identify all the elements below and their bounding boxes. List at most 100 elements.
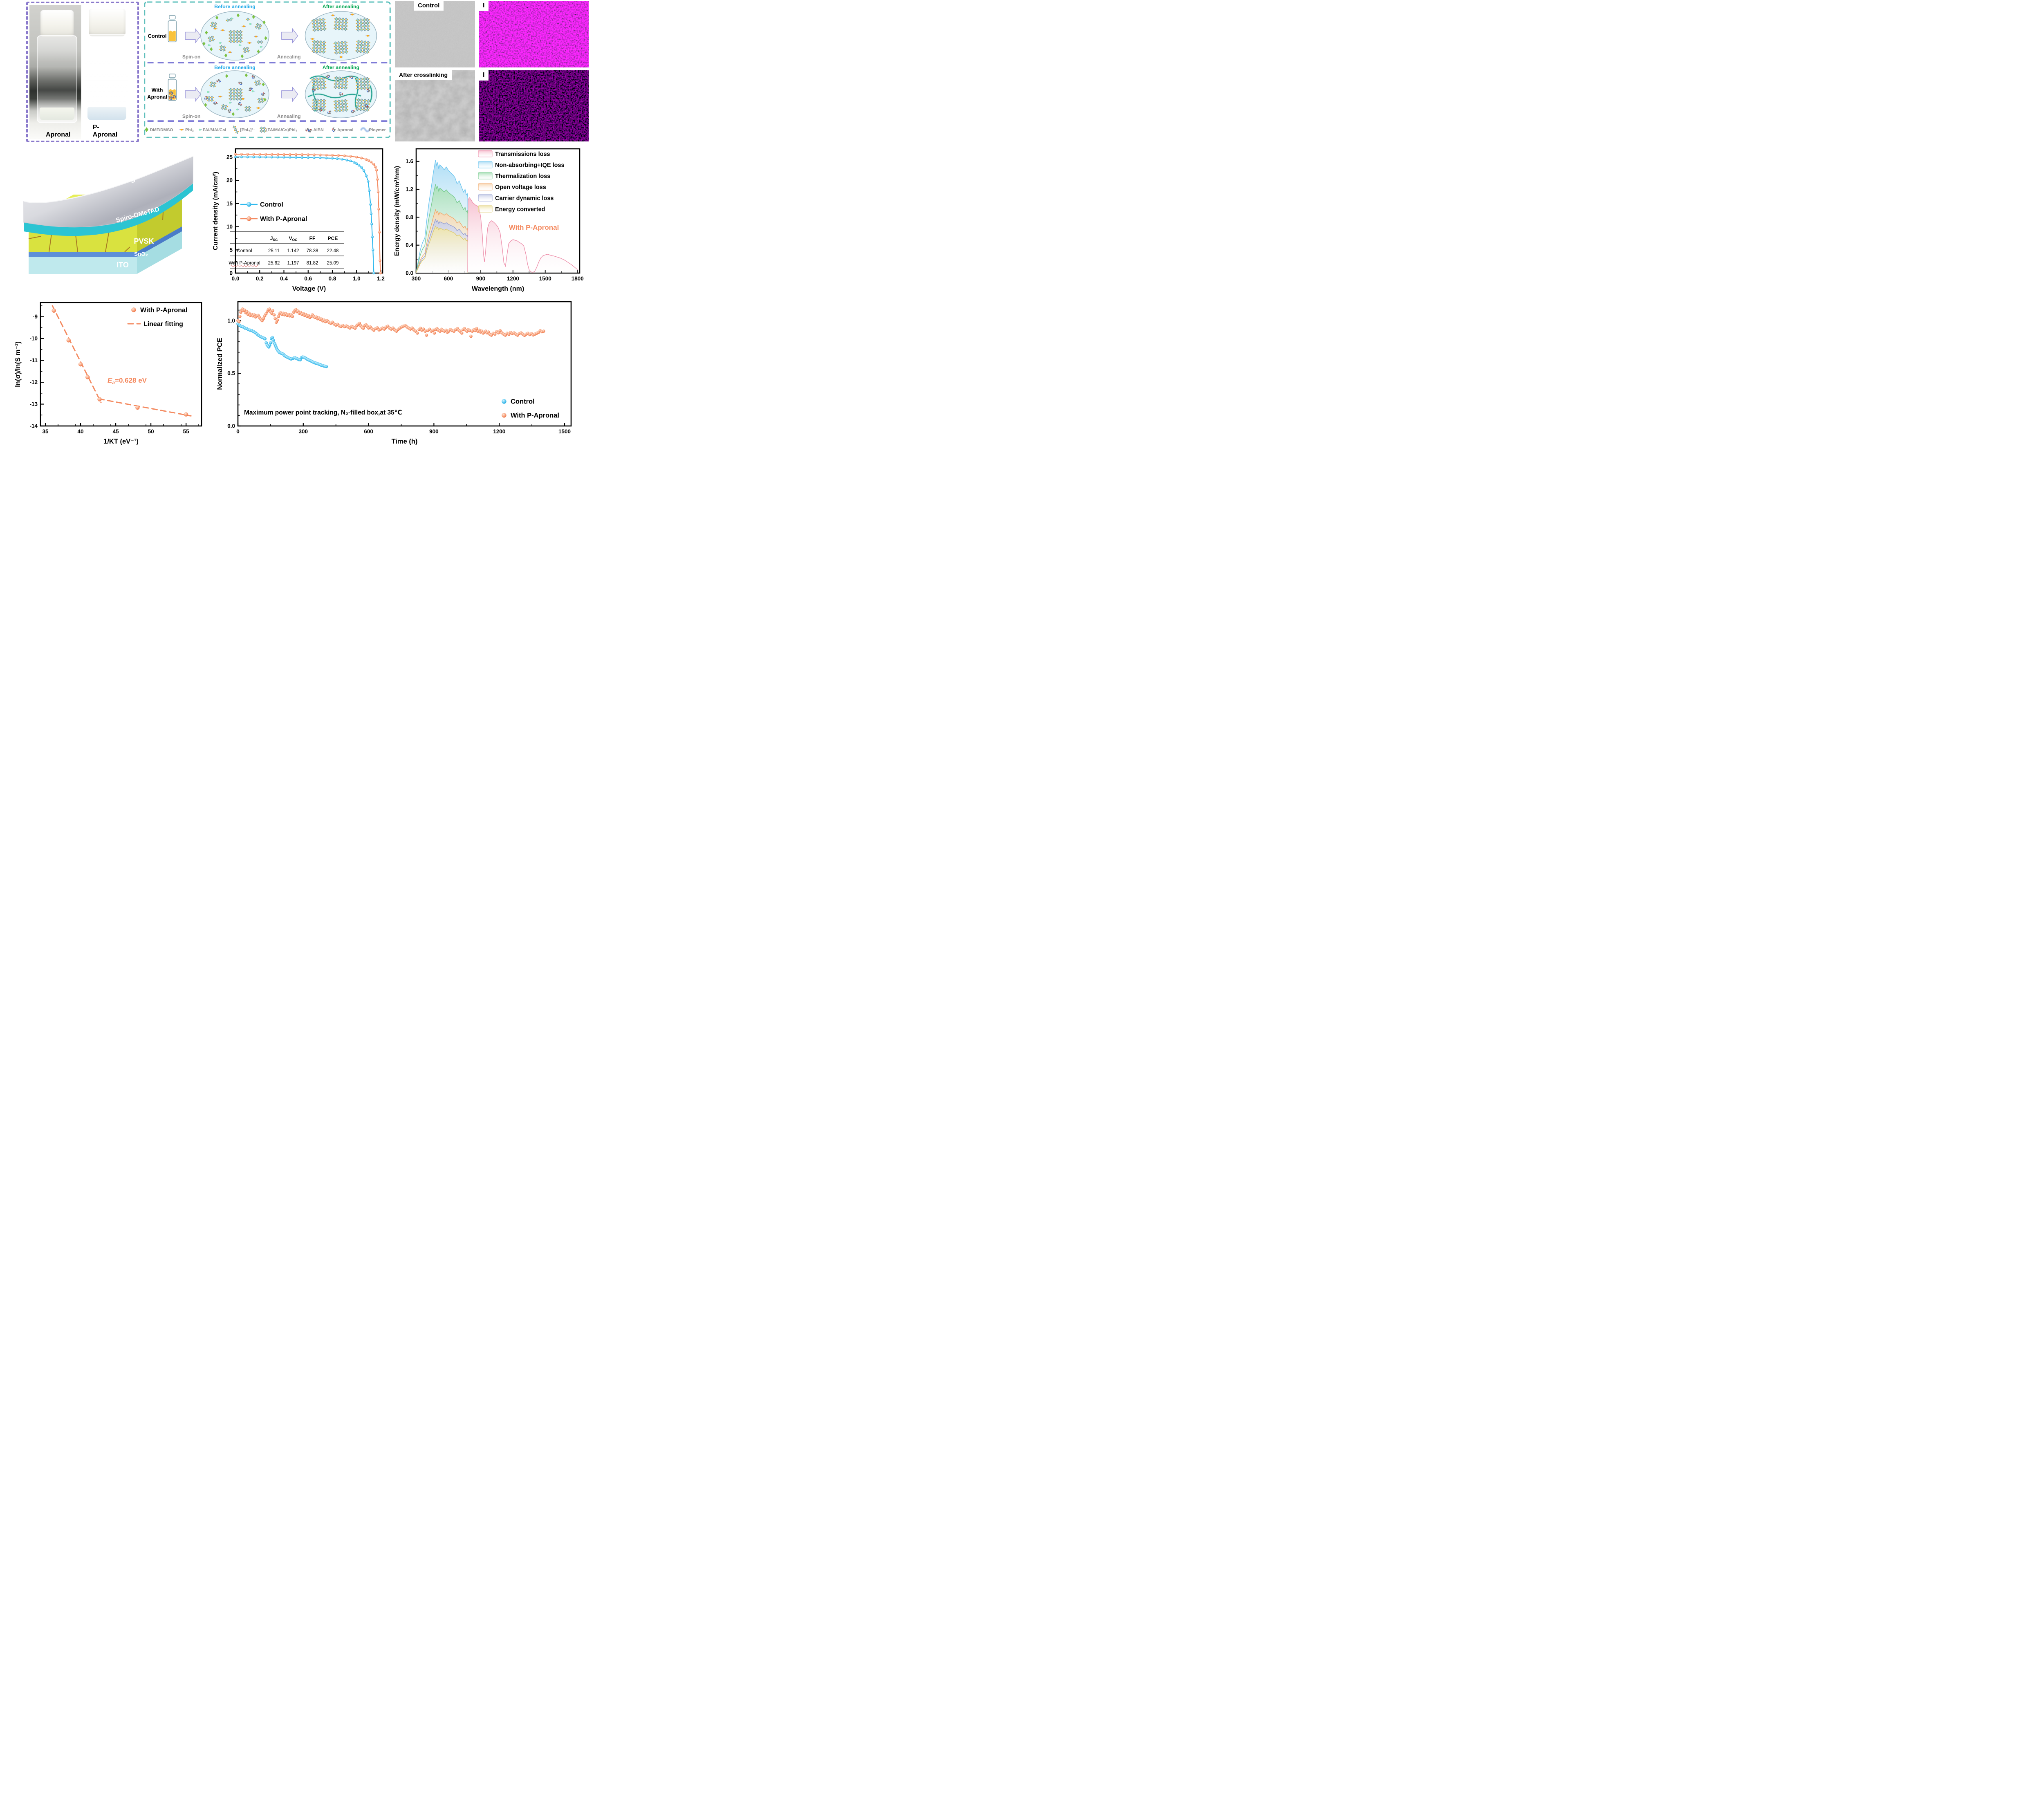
panel-mpp-stability: 0 300 600 900 1200 1500 0.0 0.5 1.0 Time (h) Norma…	[215, 298, 589, 455]
svg-text:0: 0	[236, 428, 240, 435]
axes: 300 600 900 1200 1500 1800 0.0 0.4 0.8 1.2 1.6 Wave…	[394, 148, 584, 292]
perovskite-crystal	[355, 77, 370, 90]
perovskite-crystal	[355, 18, 370, 32]
svg-text:-11: -11	[30, 357, 38, 363]
series-line	[235, 156, 374, 273]
sem-noise	[395, 1, 475, 67]
svg-text:0: 0	[229, 270, 233, 276]
svg-text:AIBN: AIBN	[313, 128, 323, 132]
svg-text:900: 900	[429, 428, 439, 435]
sem-image-crosslinked: After crosslinking	[395, 70, 475, 141]
jv-table: JSC VOC FF PCE Control 25.11 1.142 78.38 22.48 Wi…	[229, 231, 344, 269]
perovskite-crystal	[333, 17, 348, 31]
axes: 35 40 45 50 55 -14 -13 -12 -11 -10 -9 1/KT (eV⁻¹) ln…	[14, 302, 202, 445]
svg-text:1200: 1200	[493, 428, 505, 435]
panel-arrhenius: 35 40 45 50 55 -14 -13 -12 -11 -10 -9 1/KT (eV⁻¹) ln…	[10, 298, 215, 455]
vial-body	[85, 34, 130, 123]
schematic-border	[144, 1, 391, 138]
svg-text:Annealing: Annealing	[277, 113, 301, 119]
svg-text:5: 5	[229, 247, 233, 253]
svg-text:0.4: 0.4	[406, 242, 413, 248]
perovskite-crystal	[210, 21, 217, 28]
svg-text:1.2: 1.2	[406, 186, 413, 193]
eds-map-crosslinked: I	[479, 70, 589, 141]
svg-text:Apronal: Apronal	[337, 128, 353, 132]
panel-energy-loss: 300 600 900 1200 1500 1800 0.0 0.4 0.8 1.2 1.6 Wave…	[392, 143, 589, 300]
eds-noise	[479, 1, 589, 67]
svg-text:50: 50	[148, 428, 154, 435]
perovskite-crystal	[257, 40, 264, 44]
svg-text:0.0: 0.0	[406, 270, 413, 276]
perovskite-crystal	[208, 36, 215, 43]
perovskite-crystal	[259, 126, 267, 133]
fit-line	[98, 398, 192, 417]
svg-text:0.5: 0.5	[227, 370, 235, 377]
svg-text:25: 25	[226, 154, 233, 160]
svg-text:Wavelength (nm): Wavelength (nm)	[472, 285, 524, 292]
svg-text:After annealing: After annealing	[323, 65, 359, 70]
figure-root: Apronal P-Apronal Control Spin-on Before a…	[0, 0, 589, 455]
svg-text:Ea=0.628 eV: Ea=0.628 eV	[108, 377, 147, 386]
svg-text:300: 300	[299, 428, 308, 435]
schematic-row-0: Control Spin-on Before annealing Annealing A…	[148, 4, 377, 61]
svg-text:25.11: 25.11	[268, 249, 280, 253]
vial-p-apronal	[85, 9, 130, 123]
svg-text:PbI₂: PbI₂	[185, 128, 194, 132]
svg-text:600: 600	[364, 428, 373, 435]
perovskite-crystal	[229, 88, 243, 101]
svg-text:1.0: 1.0	[353, 276, 361, 282]
perovskite-crystal	[333, 99, 349, 112]
svg-text:1.2: 1.2	[377, 276, 385, 282]
perovskite-crystal	[246, 18, 250, 21]
perovskite-crystal	[244, 105, 251, 112]
svg-text:Normalized PCE: Normalized PCE	[216, 338, 224, 390]
svg-text:With P-Apronal: With P-Apronal	[260, 216, 307, 223]
eds-label: I	[479, 1, 489, 11]
svg-text:(FA/MA/Cs)PbI₃: (FA/MA/Cs)PbI₃	[266, 128, 298, 132]
svg-text:With: With	[152, 87, 163, 93]
photo-seam	[81, 5, 82, 139]
svg-text:1.6: 1.6	[406, 158, 413, 164]
vial-apronal	[37, 10, 77, 123]
svg-text:Before annealing: Before annealing	[214, 65, 256, 70]
svg-text:0.8: 0.8	[406, 214, 413, 220]
panel-schematic: Control Spin-on Before annealing Annealing A…	[143, 1, 392, 142]
svg-text:-13: -13	[29, 401, 38, 407]
svg-text:1.142: 1.142	[287, 249, 299, 253]
perovskite-crystal	[255, 23, 262, 30]
perovskite-crystal	[209, 81, 217, 88]
mpp-chart: 0 300 600 900 1200 1500 0.0 0.5 1.0 Time (h) Norma…	[216, 301, 572, 445]
svg-text:Open voltage loss: Open voltage loss	[495, 184, 546, 191]
svg-text:-9: -9	[33, 314, 38, 320]
vial-body	[37, 35, 77, 123]
perovskite-crystal	[311, 18, 327, 32]
perovskite-crystal	[254, 80, 261, 86]
svg-text:10: 10	[226, 224, 233, 230]
svg-text:Control: Control	[511, 398, 535, 406]
svg-text:FF: FF	[309, 235, 316, 241]
svg-text:With P-Apronal: With P-Apronal	[509, 224, 559, 231]
svg-text:0.0: 0.0	[232, 276, 240, 282]
process-arrow	[281, 28, 298, 44]
svg-text:0.0: 0.0	[227, 423, 235, 429]
axes: 0 300 600 900 1200 1500 0.0 0.5 1.0 Time (h) Norma…	[216, 301, 572, 445]
svg-text:0.8: 0.8	[329, 276, 336, 282]
svg-text:1200: 1200	[507, 276, 519, 282]
process-arrow	[185, 28, 201, 44]
vial-cap	[89, 9, 126, 36]
svg-text:0.2: 0.2	[256, 276, 264, 282]
svg-text:1/KT (eV⁻¹): 1/KT (eV⁻¹)	[103, 438, 139, 445]
vial-cap	[40, 10, 74, 38]
perovskite-crystal	[219, 45, 226, 52]
svg-text:Before annealing: Before annealing	[214, 4, 256, 9]
svg-text:After annealing: After annealing	[323, 4, 359, 9]
svg-text:JSC: JSC	[270, 235, 278, 242]
svg-text:1.197: 1.197	[287, 261, 299, 266]
svg-text:VOC: VOC	[289, 235, 298, 242]
mpp-With P-Apronal	[236, 307, 545, 338]
svg-text:300: 300	[412, 276, 421, 282]
svg-text:Control: Control	[148, 33, 167, 39]
perovskite-crystal	[220, 104, 228, 110]
